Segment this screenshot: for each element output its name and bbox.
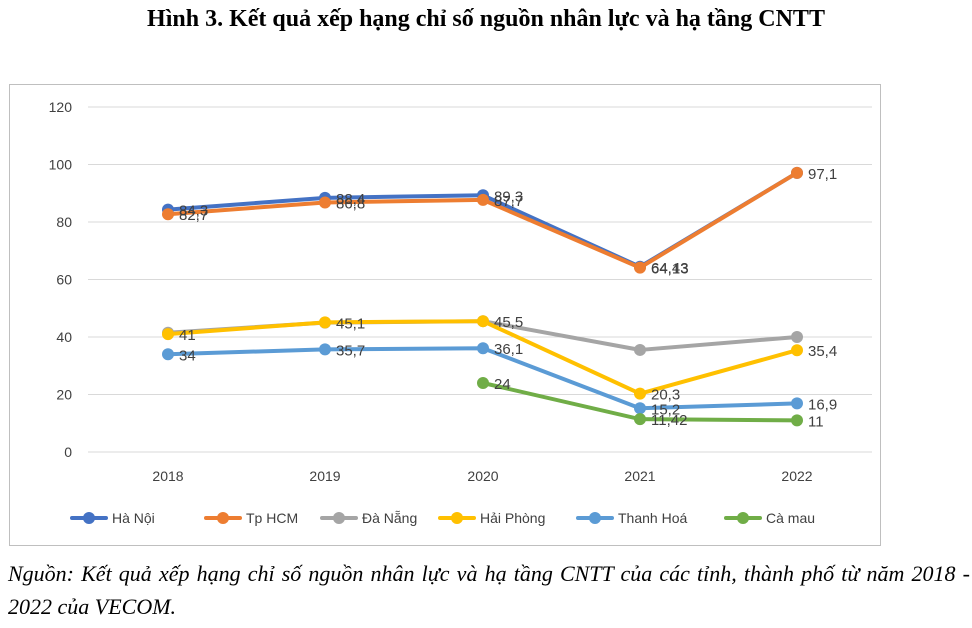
data-label: 11,42	[651, 412, 687, 429]
data-point	[477, 315, 489, 328]
legend-swatch-marker	[333, 512, 345, 524]
x-tick-label: 2018	[152, 468, 183, 484]
data-label: 36,1	[494, 341, 523, 358]
legend: Hà Nội Tp HCM Đà Nẵng Hải Phòng Thanh Hoá Cà …	[70, 510, 815, 526]
data-label: 82,7	[179, 207, 208, 224]
x-axis-ticks: 2018 2019 2020 2021 2022	[152, 468, 812, 484]
legend-swatch-marker	[83, 512, 95, 524]
legend-label: Hà Nội	[112, 510, 155, 526]
data-label: 20,3	[651, 387, 680, 404]
data-point	[791, 397, 803, 410]
data-point	[477, 193, 489, 206]
data-label: 24	[494, 376, 511, 393]
legend-swatch-marker	[217, 512, 229, 524]
y-tick-label: 120	[49, 99, 73, 115]
x-tick-label: 2021	[624, 468, 655, 484]
data-point	[791, 166, 803, 179]
x-tick-label: 2022	[781, 468, 812, 484]
data-point	[162, 328, 174, 341]
data-label: 34	[179, 347, 196, 364]
data-point	[634, 402, 646, 415]
series-line	[166, 170, 799, 270]
x-tick-label: 2020	[467, 468, 498, 484]
data-label: 11	[808, 413, 824, 430]
data-point	[634, 413, 646, 426]
data-label: 35,7	[336, 342, 365, 359]
y-tick-label: 20	[56, 387, 72, 403]
data-point	[319, 343, 331, 356]
data-point	[791, 344, 803, 357]
data-labels: 84,3 88,4 89,3 64,43 82,7 86,8 87,7 64,13 97,1 45…	[179, 166, 837, 431]
y-tick-label: 40	[56, 329, 72, 345]
chart-title: Hình 3. Kết quả xếp hạng chỉ số nguồn nh…	[147, 6, 825, 32]
data-label: 84,3	[179, 203, 208, 220]
legend-swatch-marker	[589, 512, 601, 524]
data-label: 45,1	[336, 315, 365, 332]
data-point	[634, 343, 646, 356]
y-axis-ticks: 0 20 40 60 80 100 120	[49, 99, 73, 460]
legend-label: Cà mau	[766, 510, 815, 526]
data-label: 15,2	[651, 401, 680, 418]
legend-swatch-marker	[451, 512, 463, 524]
data-label: 88,4	[336, 191, 365, 208]
gridlines	[88, 106, 872, 453]
data-label: 45,5	[494, 314, 523, 331]
x-tick-label: 2019	[309, 468, 340, 484]
data-label: 16,9	[808, 396, 837, 413]
data-label: 87,7	[494, 193, 523, 210]
legend-label: Thanh Hoá	[618, 510, 687, 526]
data-label: 35,4	[808, 343, 837, 360]
chart-frame	[9, 84, 881, 546]
legend-label: Hải Phòng	[480, 510, 545, 526]
data-point	[791, 414, 803, 427]
data-label: 64,43	[651, 260, 689, 277]
y-tick-label: 100	[49, 157, 73, 173]
source-caption: Nguồn: Kết quả xếp hạng chỉ số nguồn nhâ…	[8, 561, 970, 619]
legend-label: Tp HCM	[246, 510, 298, 526]
legend-label: Đà Nẵng	[362, 510, 417, 526]
data-label: 64,13	[651, 261, 689, 278]
legend-swatch-marker	[737, 512, 749, 524]
y-tick-label: 80	[56, 214, 72, 230]
data-label: 97,1	[808, 166, 837, 183]
series-line	[166, 170, 799, 269]
series-lines	[162, 166, 803, 427]
data-point	[791, 331, 803, 343]
y-tick-label: 60	[56, 272, 72, 288]
data-point	[477, 377, 489, 389]
data-label: 86,8	[336, 195, 365, 212]
data-point	[477, 342, 489, 355]
data-label: 89,3	[494, 188, 523, 205]
data-point	[319, 316, 331, 329]
y-tick-label: 0	[64, 444, 72, 460]
data-label: 41	[179, 327, 196, 344]
data-point	[634, 261, 646, 274]
data-point	[319, 196, 331, 209]
data-point	[162, 208, 174, 221]
data-point	[634, 387, 646, 400]
data-point	[162, 348, 174, 361]
